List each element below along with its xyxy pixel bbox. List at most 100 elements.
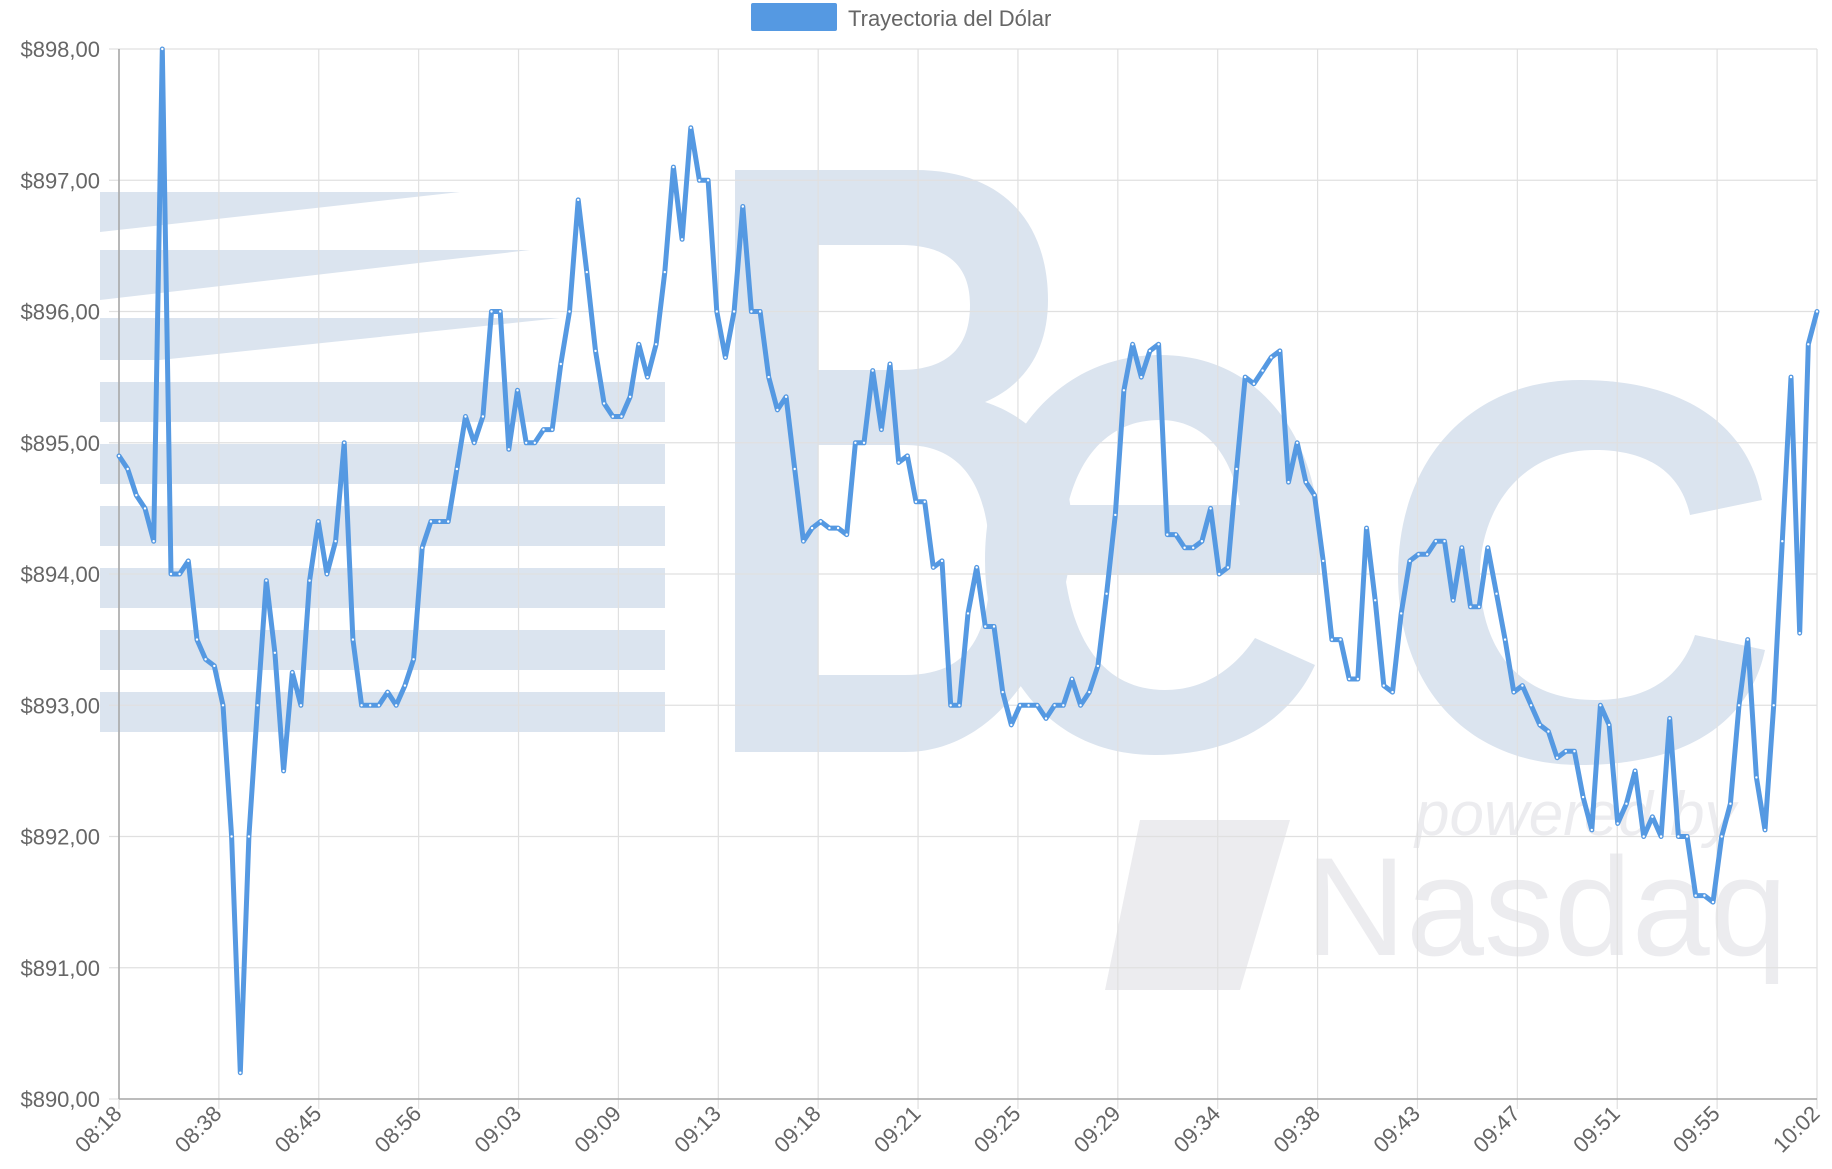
data-point[interactable] bbox=[368, 703, 373, 708]
data-point[interactable] bbox=[1018, 703, 1023, 708]
data-point[interactable] bbox=[1693, 893, 1698, 898]
data-point[interactable] bbox=[1061, 703, 1066, 708]
data-point[interactable] bbox=[602, 401, 607, 406]
data-point[interactable] bbox=[1026, 703, 1031, 708]
data-point[interactable] bbox=[1329, 637, 1334, 642]
data-point[interactable] bbox=[1347, 677, 1352, 682]
data-point[interactable] bbox=[680, 237, 685, 242]
data-point[interactable] bbox=[1121, 388, 1126, 393]
data-point[interactable] bbox=[1546, 729, 1551, 734]
data-point[interactable] bbox=[983, 624, 988, 629]
data-point[interactable] bbox=[316, 519, 321, 524]
data-point[interactable] bbox=[1243, 375, 1248, 380]
data-point[interactable] bbox=[1659, 834, 1664, 839]
data-point[interactable] bbox=[1087, 690, 1092, 695]
data-point[interactable] bbox=[870, 368, 875, 373]
data-point[interactable] bbox=[342, 440, 347, 445]
data-point[interactable] bbox=[1650, 814, 1655, 819]
data-point[interactable] bbox=[1260, 368, 1265, 373]
data-point[interactable] bbox=[1407, 558, 1412, 563]
data-point[interactable] bbox=[1165, 532, 1170, 537]
data-point[interactable] bbox=[437, 519, 442, 524]
data-point[interactable] bbox=[298, 703, 303, 708]
data-point[interactable] bbox=[888, 361, 893, 366]
data-point[interactable] bbox=[541, 427, 546, 432]
data-point[interactable] bbox=[255, 703, 260, 708]
data-point[interactable] bbox=[463, 414, 468, 419]
data-point[interactable] bbox=[1797, 631, 1802, 636]
data-point[interactable] bbox=[212, 663, 217, 668]
data-point[interactable] bbox=[134, 493, 139, 498]
data-point[interactable] bbox=[1191, 545, 1196, 550]
data-point[interactable] bbox=[1433, 539, 1438, 544]
data-point[interactable] bbox=[1217, 572, 1222, 577]
data-point[interactable] bbox=[1771, 703, 1776, 708]
data-point[interactable] bbox=[905, 453, 910, 458]
data-point[interactable] bbox=[671, 165, 676, 170]
data-point[interactable] bbox=[966, 611, 971, 616]
data-point[interactable] bbox=[922, 499, 927, 504]
legend-swatch[interactable] bbox=[751, 3, 837, 31]
data-point[interactable] bbox=[229, 834, 234, 839]
data-point[interactable] bbox=[1728, 801, 1733, 806]
data-point[interactable] bbox=[1147, 348, 1152, 353]
data-point[interactable] bbox=[246, 834, 251, 839]
data-point[interactable] bbox=[281, 768, 286, 773]
data-point[interactable] bbox=[238, 1070, 243, 1075]
data-point[interactable] bbox=[264, 578, 269, 583]
data-point[interactable] bbox=[576, 197, 581, 202]
data-point[interactable] bbox=[446, 519, 451, 524]
data-point[interactable] bbox=[1425, 552, 1430, 557]
data-point[interactable] bbox=[1633, 768, 1638, 773]
data-point[interactable] bbox=[827, 526, 832, 531]
data-point[interactable] bbox=[1442, 539, 1447, 544]
data-point[interactable] bbox=[1780, 539, 1785, 544]
data-point[interactable] bbox=[420, 545, 425, 550]
data-point[interactable] bbox=[1529, 703, 1534, 708]
data-point[interactable] bbox=[957, 703, 962, 708]
data-point[interactable] bbox=[489, 309, 494, 314]
data-point[interactable] bbox=[654, 342, 659, 347]
data-point[interactable] bbox=[1581, 795, 1586, 800]
data-point[interactable] bbox=[1511, 690, 1516, 695]
data-point[interactable] bbox=[1312, 493, 1317, 498]
data-point[interactable] bbox=[1303, 480, 1308, 485]
data-point[interactable] bbox=[1052, 703, 1057, 708]
data-point[interactable] bbox=[142, 506, 147, 511]
data-point[interactable] bbox=[749, 309, 754, 314]
data-point[interactable] bbox=[567, 309, 572, 314]
data-point[interactable] bbox=[1494, 591, 1499, 596]
data-point[interactable] bbox=[1338, 637, 1343, 642]
data-point[interactable] bbox=[914, 499, 919, 504]
data-point[interactable] bbox=[775, 407, 780, 412]
data-point[interactable] bbox=[1624, 801, 1629, 806]
data-point[interactable] bbox=[593, 348, 598, 353]
data-point[interactable] bbox=[740, 204, 745, 209]
data-point[interactable] bbox=[766, 375, 771, 380]
data-point[interactable] bbox=[1009, 722, 1014, 727]
data-point[interactable] bbox=[1130, 342, 1135, 347]
data-point[interactable] bbox=[844, 532, 849, 537]
data-point[interactable] bbox=[194, 637, 199, 642]
data-point[interactable] bbox=[1641, 834, 1646, 839]
data-point[interactable] bbox=[125, 466, 130, 471]
data-point[interactable] bbox=[1667, 716, 1672, 721]
data-point[interactable] bbox=[428, 519, 433, 524]
data-point[interactable] bbox=[480, 414, 485, 419]
data-point[interactable] bbox=[1416, 552, 1421, 557]
data-point[interactable] bbox=[1269, 355, 1274, 360]
data-point[interactable] bbox=[714, 309, 719, 314]
data-point[interactable] bbox=[1737, 703, 1742, 708]
data-point[interactable] bbox=[333, 539, 338, 544]
data-point[interactable] bbox=[1468, 604, 1473, 609]
data-point[interactable] bbox=[1295, 440, 1300, 445]
data-point[interactable] bbox=[1000, 690, 1005, 695]
data-point[interactable] bbox=[1537, 722, 1542, 727]
data-point[interactable] bbox=[1615, 821, 1620, 826]
data-point[interactable] bbox=[1815, 309, 1820, 314]
data-point[interactable] bbox=[1607, 722, 1612, 727]
data-point[interactable] bbox=[1676, 834, 1681, 839]
data-point[interactable] bbox=[853, 440, 858, 445]
data-point[interactable] bbox=[524, 440, 529, 445]
data-point[interactable] bbox=[350, 637, 355, 642]
